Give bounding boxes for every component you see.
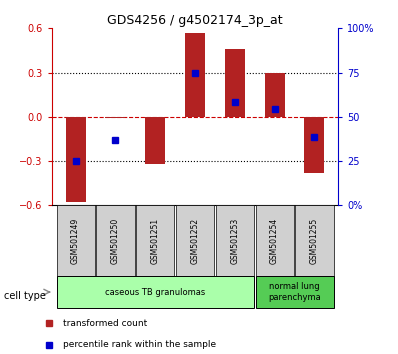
Bar [256, 276, 334, 308]
Bar [256, 205, 294, 276]
Bar [145, 117, 165, 164]
Text: GSM501249: GSM501249 [71, 218, 80, 264]
Text: GSM501254: GSM501254 [270, 218, 279, 264]
Text: GSM501253: GSM501253 [230, 218, 239, 264]
Bar [265, 73, 285, 117]
Bar [295, 205, 334, 276]
Bar [105, 117, 125, 118]
Text: transformed count: transformed count [63, 319, 147, 328]
Text: caseous TB granulomas: caseous TB granulomas [105, 287, 205, 297]
Bar [176, 205, 214, 276]
Bar [96, 205, 135, 276]
Text: cell type: cell type [4, 291, 46, 301]
Text: GSM501255: GSM501255 [310, 218, 319, 264]
Text: GSM501252: GSM501252 [191, 218, 199, 264]
Bar [225, 49, 245, 117]
Bar [216, 205, 254, 276]
Bar [57, 205, 95, 276]
Text: normal lung
parenchyma: normal lung parenchyma [268, 282, 321, 302]
Text: GSM501250: GSM501250 [111, 218, 120, 264]
Text: GSM501251: GSM501251 [151, 218, 160, 264]
Bar [304, 117, 324, 173]
Bar [57, 276, 254, 308]
Text: percentile rank within the sample: percentile rank within the sample [63, 340, 216, 349]
Title: GDS4256 / g4502174_3p_at: GDS4256 / g4502174_3p_at [107, 14, 283, 27]
Bar [185, 33, 205, 117]
Bar [136, 205, 174, 276]
Bar [66, 117, 86, 202]
